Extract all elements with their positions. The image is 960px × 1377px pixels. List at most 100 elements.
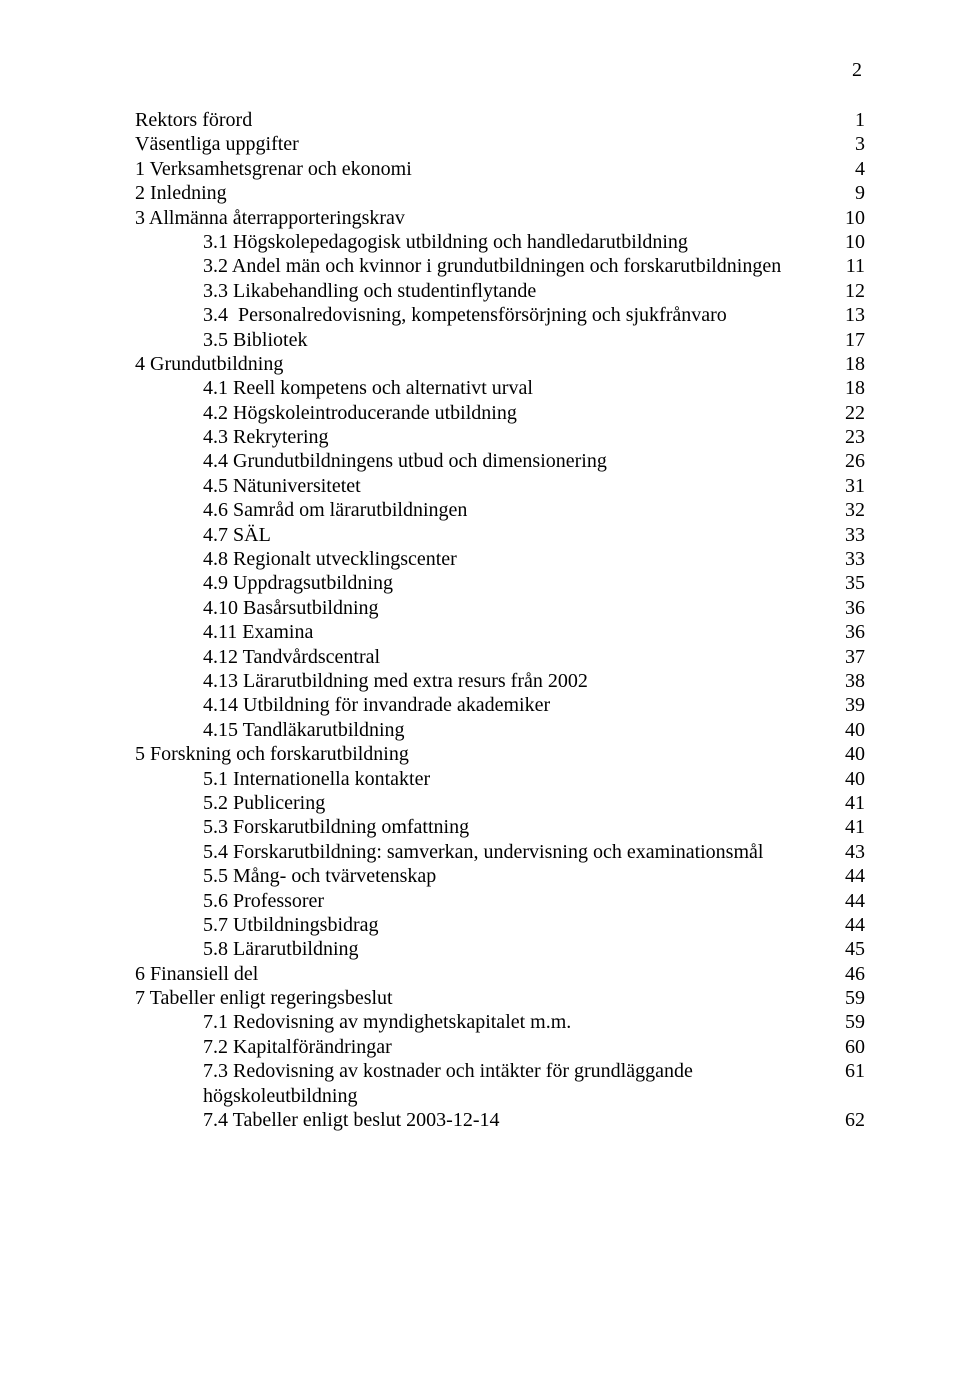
toc-row: 4.8 Regionalt utvecklingscenter 33 [135,547,865,571]
toc-label: 4.9 Uppdragsutbildning [135,571,393,595]
toc-label: 4.2 Högskoleintroducerande utbildning [135,401,517,425]
toc-row: 5 Forskning och forskarutbildning 40 [135,742,865,766]
toc-row: 7.3 Redovisning av kostnader och intäkte… [135,1059,865,1108]
table-of-contents: Rektors förord1Väsentliga uppgifter31 Ve… [135,108,865,1132]
toc-page: 4 [823,157,865,181]
toc-row: 5.2 Publicering41 [135,791,865,815]
toc-row: 4.6 Samråd om lärarutbildningen 32 [135,498,865,522]
toc-label: 4.8 Regionalt utvecklingscenter [135,547,457,571]
toc-row: 4.13 Lärarutbildning med extra resurs fr… [135,669,865,693]
toc-page: 39 [823,693,865,717]
toc-page: 59 [823,1010,865,1034]
document-page: 2 Rektors förord1Väsentliga uppgifter31 … [0,0,960,1377]
toc-label: 5.1 Internationella kontakter [135,767,430,791]
toc-label: 3 Allmänna återrapporteringskrav [135,206,405,230]
toc-page: 44 [823,864,865,888]
toc-label: 4.3 Rekrytering [135,425,329,449]
toc-row: 1 Verksamhetsgrenar och ekonomi 4 [135,157,865,181]
toc-row: 4.1 Reell kompetens och alternativt urva… [135,376,865,400]
toc-page: 59 [823,986,865,1010]
toc-label: 3.3 Likabehandling och studentinflytande [135,279,536,303]
page-number: 2 [852,58,862,82]
toc-page: 45 [823,937,865,961]
toc-page: 37 [823,645,865,669]
toc-label: 3.1 Högskolepedagogisk utbildning och ha… [135,230,688,254]
toc-page: 60 [823,1035,865,1059]
toc-label: 4.4 Grundutbildningens utbud och dimensi… [135,449,607,473]
toc-label: 3.2 Andel män och kvinnor i grundutbildn… [135,254,781,278]
toc-page: 61 [823,1059,865,1083]
toc-row: 3.5 Bibliotek17 [135,328,865,352]
toc-page: 12 [823,279,865,303]
toc-row: 4.4 Grundutbildningens utbud och dimensi… [135,449,865,473]
toc-page: 35 [823,571,865,595]
toc-label: 5.4 Forskarutbildning: samverkan, underv… [135,840,763,864]
toc-label: 4.13 Lärarutbildning med extra resurs fr… [135,669,588,693]
toc-label: 3.4 Personalredovisning, kompetensförsör… [135,303,727,327]
toc-page: 18 [823,376,865,400]
toc-label: 5 Forskning och forskarutbildning [135,742,409,766]
toc-label: 7.3 Redovisning av kostnader och intäkte… [135,1059,693,1108]
toc-row: 7 Tabeller enligt regeringsbeslut 59 [135,986,865,1010]
toc-label: 5.2 Publicering [135,791,325,815]
toc-row: 2 Inledning9 [135,181,865,205]
toc-page: 10 [823,206,865,230]
toc-page: 13 [823,303,865,327]
toc-label: 2 Inledning [135,181,227,205]
toc-label: 4.6 Samråd om lärarutbildningen [135,498,467,522]
toc-row: 4.15 Tandläkarutbildning40 [135,718,865,742]
toc-row: 4 Grundutbildning18 [135,352,865,376]
toc-row: 4.12 Tandvårdscentral37 [135,645,865,669]
toc-page: 36 [823,620,865,644]
toc-label: 7.2 Kapitalförändringar [135,1035,392,1059]
toc-label: 1 Verksamhetsgrenar och ekonomi [135,157,412,181]
toc-label: 4.7 SÄL [135,523,271,547]
toc-label: 5.8 Lärarutbildning [135,937,359,961]
toc-page: 3 [823,132,865,156]
toc-row: 4.7 SÄL 33 [135,523,865,547]
toc-row: 3.2 Andel män och kvinnor i grundutbildn… [135,254,865,278]
toc-page: 62 [823,1108,865,1132]
toc-row: 3.1 Högskolepedagogisk utbildning och ha… [135,230,865,254]
toc-row: 6 Finansiell del46 [135,962,865,986]
toc-page: 1 [823,108,865,132]
toc-page: 33 [823,523,865,547]
toc-page: 44 [823,913,865,937]
toc-page: 33 [823,547,865,571]
toc-row: 7.1 Redovisning av myndighetskapitalet m… [135,1010,865,1034]
toc-label: Väsentliga uppgifter [135,132,299,156]
toc-page: 40 [823,742,865,766]
toc-row: 5.5 Mång- och tvärvetenskap44 [135,864,865,888]
toc-label: 7 Tabeller enligt regeringsbeslut [135,986,393,1010]
toc-label: 4.10 Basårsutbildning [135,596,379,620]
toc-label: 3.5 Bibliotek [135,328,307,352]
toc-label: 4.15 Tandläkarutbildning [135,718,405,742]
toc-row: 3.3 Likabehandling och studentinflytande… [135,279,865,303]
toc-label: 7.4 Tabeller enligt beslut 2003-12-14 [135,1108,500,1132]
toc-page: 18 [823,352,865,376]
toc-label: 4.11 Examina [135,620,313,644]
toc-row: 4.14 Utbildning för invandrade akademike… [135,693,865,717]
toc-page: 40 [823,767,865,791]
toc-label: 5.7 Utbildningsbidrag [135,913,379,937]
toc-row: Väsentliga uppgifter 3 [135,132,865,156]
toc-page: 43 [823,840,865,864]
toc-row: 7.4 Tabeller enligt beslut 2003-12-14 62 [135,1108,865,1132]
toc-label: Rektors förord [135,108,252,132]
toc-row: 7.2 Kapitalförändringar 60 [135,1035,865,1059]
toc-page: 38 [823,669,865,693]
toc-page: 32 [823,498,865,522]
toc-row: 4.10 Basårsutbildning36 [135,596,865,620]
toc-page: 10 [823,230,865,254]
toc-row: 3 Allmänna återrapporteringskrav 10 [135,206,865,230]
toc-row: 4.2 Högskoleintroducerande utbildning22 [135,401,865,425]
toc-row: 5.6 Professorer44 [135,889,865,913]
toc-page: 44 [823,889,865,913]
toc-page: 23 [823,425,865,449]
toc-page: 11 [823,254,865,278]
toc-row: 5.1 Internationella kontakter 40 [135,767,865,791]
toc-label: 7.1 Redovisning av myndighetskapitalet m… [135,1010,571,1034]
toc-page: 31 [823,474,865,498]
toc-row: Rektors förord 1 [135,108,865,132]
toc-row: 4.9 Uppdragsutbildning 35 [135,571,865,595]
